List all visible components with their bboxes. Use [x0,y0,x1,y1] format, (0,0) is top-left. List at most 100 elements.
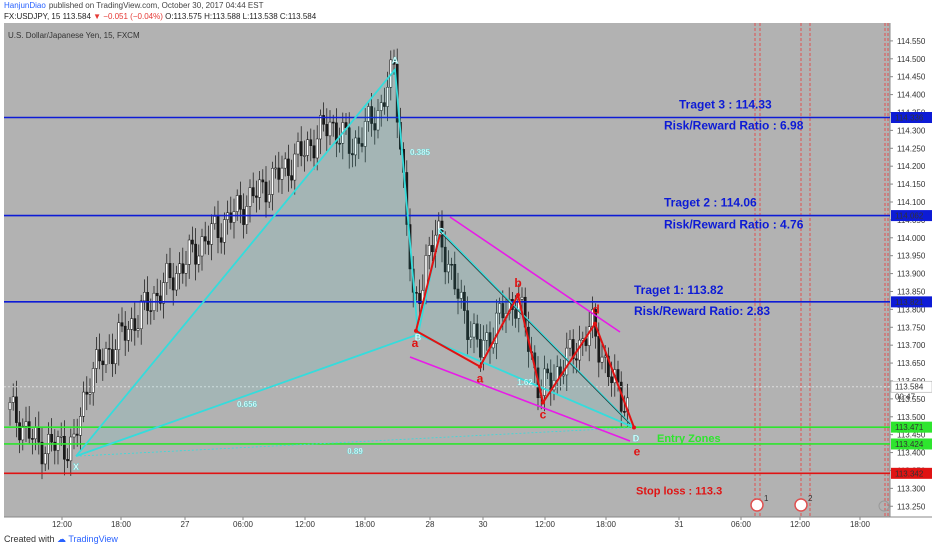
symbol-label: FX:USDJPY, 15 [4,12,61,21]
harmonic-ratio-label: 1.62 [517,378,533,387]
y-tick-label: 114.400 [897,91,926,100]
candle-body [299,141,303,157]
chart-area[interactable]: U.S. Dollar/Japanese Yen, 15, FXCM 114.55… [0,22,932,529]
candle-body [165,263,169,283]
candle-body [63,435,66,460]
last-price: 113.584 [62,12,91,21]
y-tick-label: 114.100 [897,198,926,207]
candle-body [213,216,217,225]
y-tick-label: 114.450 [897,73,926,82]
y-tick-label: 113.450 [897,431,926,440]
annotation-rr2: Risk/Reward Ratio : 4.76 [664,218,804,232]
candle-body [485,332,489,341]
channel-trend-line [439,231,631,425]
tradingview-brand[interactable]: TradingView [68,534,118,544]
y-tick-label: 114.550 [897,37,926,46]
candle-body [277,167,281,180]
candle-body [24,421,28,427]
harmonic-xd-line [75,427,635,457]
candle-body [363,121,367,147]
last-price-label: 113.584 [895,383,924,392]
candle-body [191,239,194,245]
candle-body [568,339,572,349]
candle-body [386,87,389,107]
candle-body [82,391,85,417]
price-badge-entry-low [891,438,932,450]
candle-body [351,153,354,156]
candle-body [546,368,549,374]
candle-body [501,303,505,319]
harmonic-ratio-label: 0.385 [410,148,431,157]
candle-body [607,355,610,378]
candle-body [267,194,271,203]
candle-body [219,237,223,243]
candle-body [203,236,207,242]
candle-body [415,292,418,294]
channel-lower-line [409,356,631,442]
candle-body [459,291,463,299]
harmonic-point-C: C [438,227,445,237]
wave-point-b: b [514,276,521,290]
price-badge-target2 [891,210,932,222]
candle-body [171,277,175,291]
candle-body [37,426,41,443]
candle-body [66,459,69,462]
wave-point-marker [632,425,636,430]
candle-body [21,425,25,441]
wave-point-d: d [592,303,599,317]
candle-body [72,433,76,438]
candle-body [309,139,313,146]
price-badge-label-target2: 114.062 [895,212,924,221]
candle-body [447,263,450,273]
candle-body [498,303,501,314]
candle-body [456,288,460,299]
price-badge-stop [891,467,932,479]
candle-body [79,416,82,436]
candle-body [239,195,242,210]
wave-point-marker [541,400,545,405]
candle-body [251,187,255,197]
candle-body [271,168,274,195]
candle-body [248,187,252,207]
x-tick-label: 12:00 [295,520,316,529]
candle-body [373,123,377,131]
wave-point-marker [593,321,597,326]
annotation-target1: Traget 1: 113.82 [634,283,724,297]
candle-body [280,167,284,180]
candle-body [18,422,21,441]
candle-body [264,181,268,203]
price-badge-label-entry-high: 113.471 [895,423,924,432]
wave-point-e: e [634,445,641,459]
y-tick-label: 113.300 [897,484,926,493]
countdown-label: 00:47 [895,393,916,402]
candle-body [162,282,165,304]
candle-body [379,102,383,111]
last-price-badge [890,380,932,393]
x-tick-label: 31 [675,520,684,529]
scale-settings-icon [878,500,890,512]
candle-body [623,411,626,413]
candle-body [616,369,620,383]
candle-body [495,312,498,344]
candle-body [466,310,469,340]
x-tick-label: 27 [181,520,190,529]
author-link[interactable]: HanjunDiao [4,1,46,10]
candle-body [184,264,188,274]
candle-body [338,142,341,145]
price-badge-label-target3: 114.336 [895,114,924,123]
candle-body [27,421,31,439]
harmonic-xb-line [75,333,419,457]
candle-body [223,219,226,243]
x-tick-label: 28 [426,520,435,529]
candle-body [117,322,121,350]
y-tick-label: 114.500 [897,55,926,64]
candle-body [197,255,201,265]
y-tick-label: 113.700 [897,341,926,350]
x-tick-label: 18:00 [596,520,617,529]
candle-body [43,453,47,465]
candle-body [610,376,613,384]
candle-body [104,348,108,366]
candle-body [597,336,601,363]
publish-bar: HanjunDiao published on TradingView.com, … [0,0,932,11]
price-badge-label-stop: 113.342 [895,469,924,478]
